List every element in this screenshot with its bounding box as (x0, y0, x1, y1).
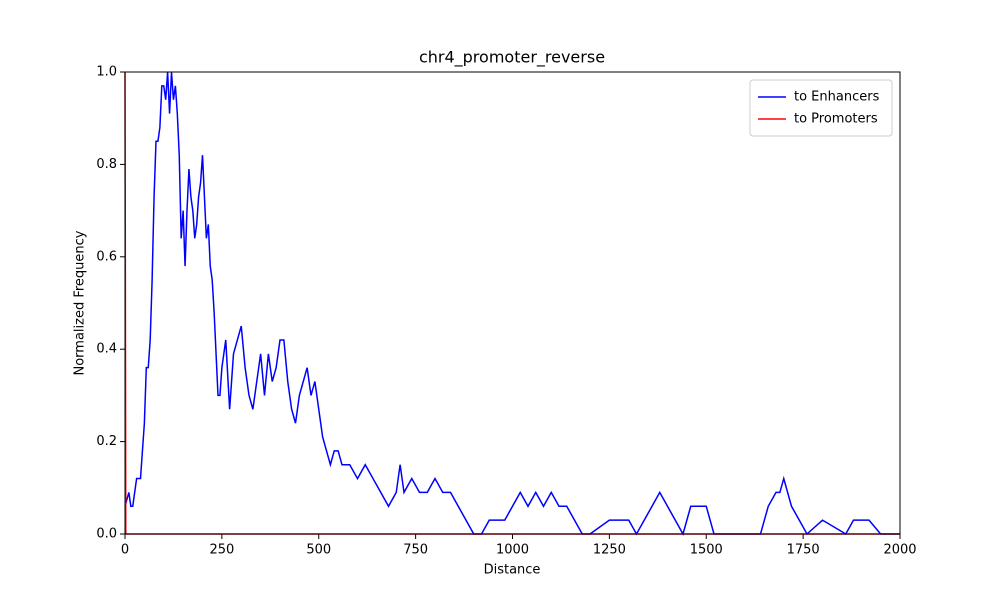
y-tick-label: 0.8 (96, 157, 117, 172)
x-tick-label: 1500 (690, 543, 723, 558)
x-tick-label: 750 (403, 543, 428, 558)
y-tick-label: 0.2 (96, 434, 117, 449)
y-axis-label: Normalized Frequency (73, 230, 88, 375)
legend-box (749, 79, 893, 137)
y-tick-label: 1.0 (96, 65, 117, 80)
chart-title: chr4_promoter_reverse (419, 48, 605, 68)
legend-label: to Enhancers (794, 90, 880, 105)
x-tick-label: 1000 (496, 543, 529, 558)
y-tick-label: 0.4 (96, 342, 117, 357)
x-tick-label: 0 (121, 543, 129, 558)
x-tick-label: 500 (306, 543, 331, 558)
x-axis-label: Distance (484, 563, 541, 578)
x-tick-label: 250 (209, 543, 234, 558)
plot-frame (124, 71, 901, 535)
x-tick-label: 1250 (593, 543, 626, 558)
legend-label: to Promoters (794, 112, 878, 127)
line-series (124, 71, 900, 536)
x-tick-label: 1750 (787, 543, 820, 558)
y-tick-label: 0.6 (96, 249, 117, 264)
y-tick-label: 0.0 (96, 527, 117, 542)
x-tick-label: 2000 (883, 543, 916, 558)
